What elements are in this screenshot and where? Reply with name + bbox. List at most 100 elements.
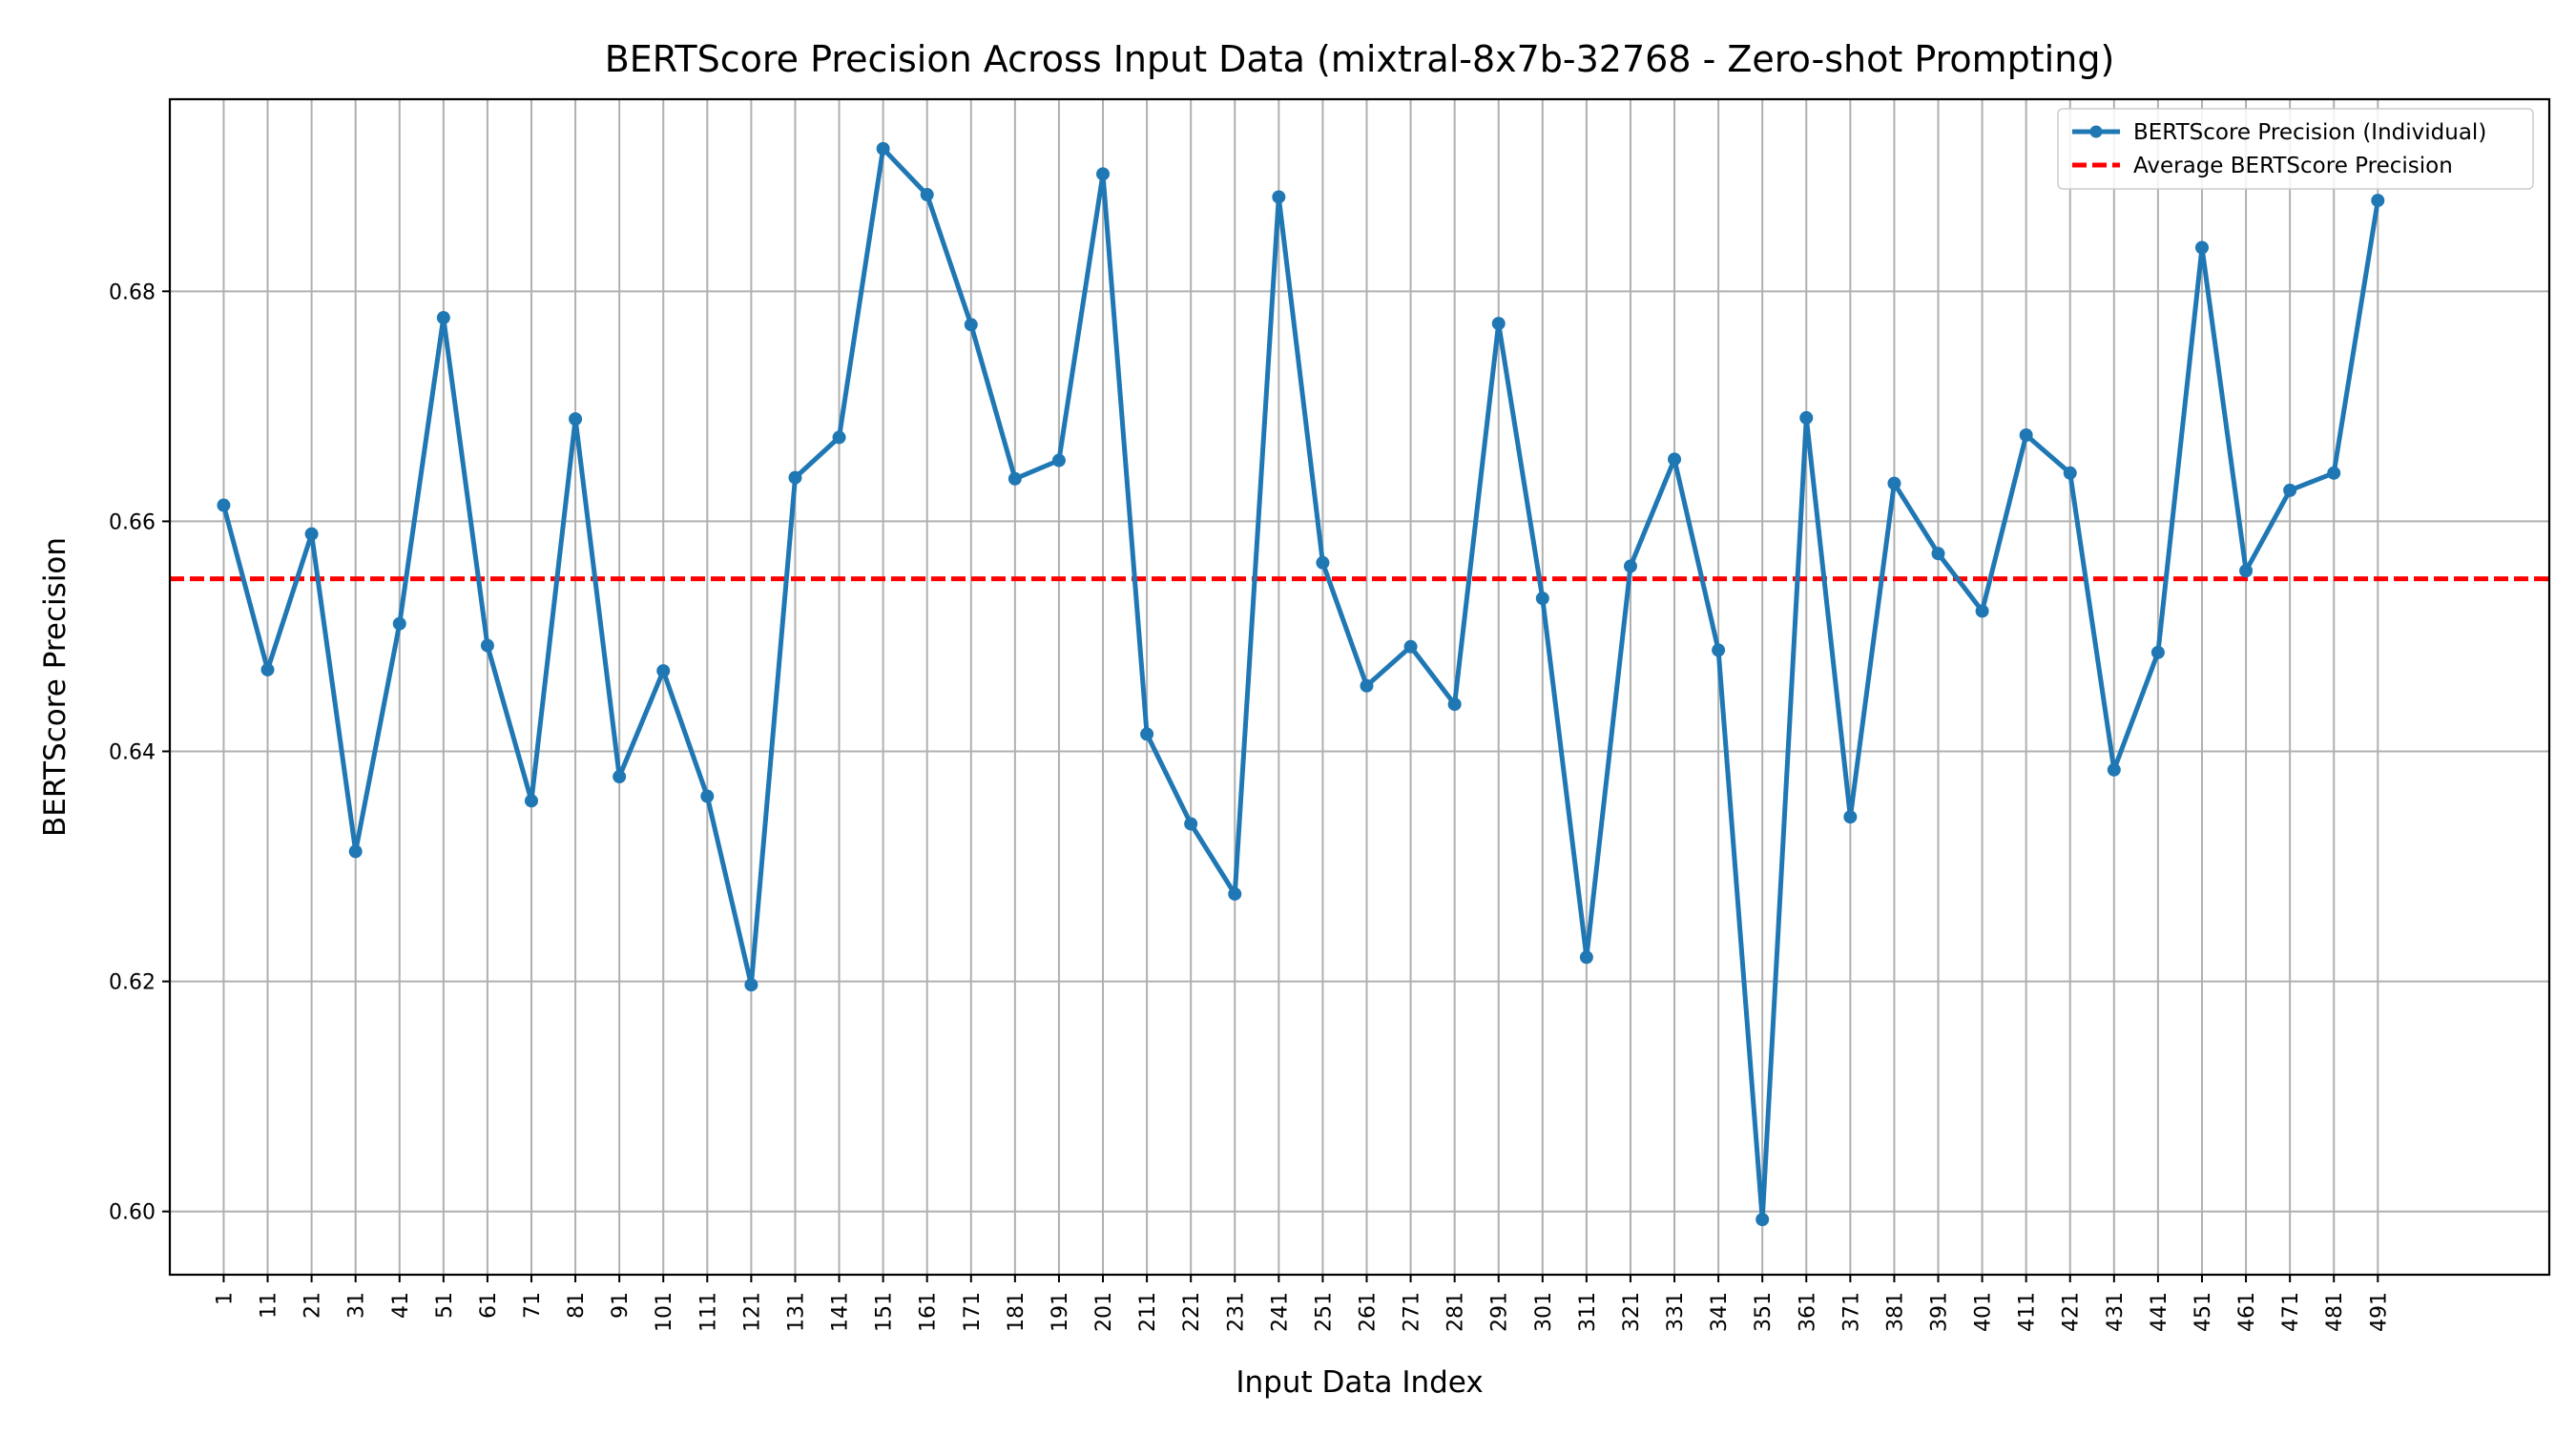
x-tick-label: 61: [477, 1292, 501, 1319]
data-point: [964, 318, 978, 332]
x-tick-label: 331: [1664, 1292, 1688, 1332]
series-line-individual: [220, 146, 2380, 1222]
plot-frame: [168, 97, 2551, 1277]
x-tick-label: 481: [2323, 1292, 2347, 1332]
data-point: [392, 616, 406, 631]
grid: [170, 99, 2549, 1275]
legend-box: [2057, 108, 2534, 190]
x-tick-label: 201: [1092, 1292, 1116, 1332]
data-point: [1799, 410, 1814, 425]
x-axis-ticks: 1 11 21 31 41 51 61 71 81 91 101 111 121 131 141 151 161…: [213, 1275, 2391, 1332]
x-tick-label: 471: [2279, 1292, 2303, 1332]
x-tick-label: 131: [784, 1292, 808, 1332]
data-point: [1403, 639, 1418, 654]
data-point: [2283, 483, 2297, 497]
legend-label-individual: BERTScore Precision (Individual): [2133, 120, 2486, 145]
x-tick-label: 351: [1752, 1292, 1776, 1332]
x-tick-label: 181: [1005, 1292, 1028, 1332]
data-point: [1712, 643, 1726, 657]
data-point: [217, 498, 231, 512]
x-tick-label: 191: [1049, 1292, 1072, 1332]
x-tick-label: 321: [1620, 1292, 1644, 1332]
x-tick-label: 451: [2192, 1292, 2215, 1332]
data-point: [1755, 1213, 1770, 1227]
data-point: [524, 794, 538, 808]
x-tick-label: 21: [301, 1292, 325, 1319]
data-point: [1140, 727, 1154, 741]
data-point: [569, 412, 583, 426]
data-point: [744, 978, 758, 992]
x-tick-label: 361: [1796, 1292, 1819, 1332]
x-tick-label: 341: [1708, 1292, 1732, 1332]
data-point: [613, 770, 627, 784]
legend-label-average: Average BERTScore Precision: [2133, 154, 2453, 178]
x-axis-label: Input Data Index: [1236, 1365, 1483, 1400]
data-point: [2327, 466, 2341, 480]
data-point: [1668, 452, 1682, 467]
x-tick-label: 101: [653, 1292, 676, 1332]
x-tick-label: 121: [740, 1292, 764, 1332]
x-tick-label: 41: [389, 1292, 413, 1319]
data-point: [1975, 604, 1989, 618]
data-point: [348, 844, 363, 859]
y-tick-label: 0.64: [109, 741, 156, 765]
x-tick-label: 91: [609, 1292, 633, 1319]
data-point: [1535, 592, 1549, 606]
x-tick-label: 51: [433, 1292, 457, 1319]
data-point: [1008, 471, 1022, 486]
data-point: [700, 789, 715, 803]
data-point: [2019, 428, 2033, 442]
x-tick-label: 271: [1401, 1292, 1424, 1332]
x-tick-label: 401: [1972, 1292, 1996, 1332]
x-tick-label: 211: [1136, 1292, 1160, 1332]
x-tick-label: 371: [1839, 1292, 1863, 1332]
x-tick-label: 221: [1180, 1292, 1204, 1332]
data-point: [788, 470, 802, 485]
y-tick-label: 0.60: [109, 1201, 156, 1225]
data-point: [1096, 167, 1111, 181]
y-axis-label: BERTScore Precision: [38, 537, 73, 837]
x-tick-label: 151: [873, 1292, 897, 1332]
y-axis-ticks: 0.60 0.62 0.64 0.66 0.68: [109, 281, 170, 1225]
data-point: [260, 662, 275, 676]
data-point: [656, 664, 671, 678]
data-point: [920, 188, 934, 202]
data-point: [1360, 678, 1374, 693]
x-tick-label: 241: [1268, 1292, 1292, 1332]
x-tick-label: 301: [1532, 1292, 1556, 1332]
x-tick-label: 161: [917, 1292, 941, 1332]
data-point: [1447, 697, 1462, 712]
data-point: [304, 527, 319, 541]
x-tick-label: 391: [1928, 1292, 1952, 1332]
y-tick-label: 0.62: [109, 971, 156, 995]
x-tick-label: 1: [213, 1292, 237, 1305]
data-point: [2194, 240, 2209, 255]
data-point: [1051, 453, 1066, 468]
data-point: [1887, 476, 1901, 490]
x-tick-label: 111: [696, 1292, 720, 1332]
x-tick-label: 261: [1356, 1292, 1380, 1332]
x-tick-label: 81: [565, 1292, 589, 1319]
data-point: [1228, 886, 1242, 901]
y-tick-label: 0.66: [109, 510, 156, 534]
legend: BERTScore Precision (Individual) Average…: [2057, 108, 2534, 190]
data-point: [1272, 190, 1286, 204]
legend-marker-individual: [2089, 125, 2103, 138]
data-point: [2063, 466, 2077, 480]
x-tick-label: 141: [829, 1292, 853, 1332]
data-point: [832, 430, 846, 445]
data-point: [876, 141, 890, 156]
chart-title: BERTScore Precision Across Input Data (m…: [605, 38, 2115, 80]
x-tick-label: 411: [2016, 1292, 2040, 1332]
x-tick-label: 381: [1883, 1292, 1907, 1332]
data-point: [1623, 559, 1637, 573]
data-point: [480, 638, 494, 653]
y-tick-label: 0.68: [109, 281, 156, 304]
x-tick-label: 251: [1312, 1292, 1336, 1332]
x-tick-label: 281: [1444, 1292, 1468, 1332]
data-point: [1579, 950, 1593, 965]
data-point: [1184, 817, 1198, 831]
x-tick-label: 291: [1488, 1292, 1512, 1332]
